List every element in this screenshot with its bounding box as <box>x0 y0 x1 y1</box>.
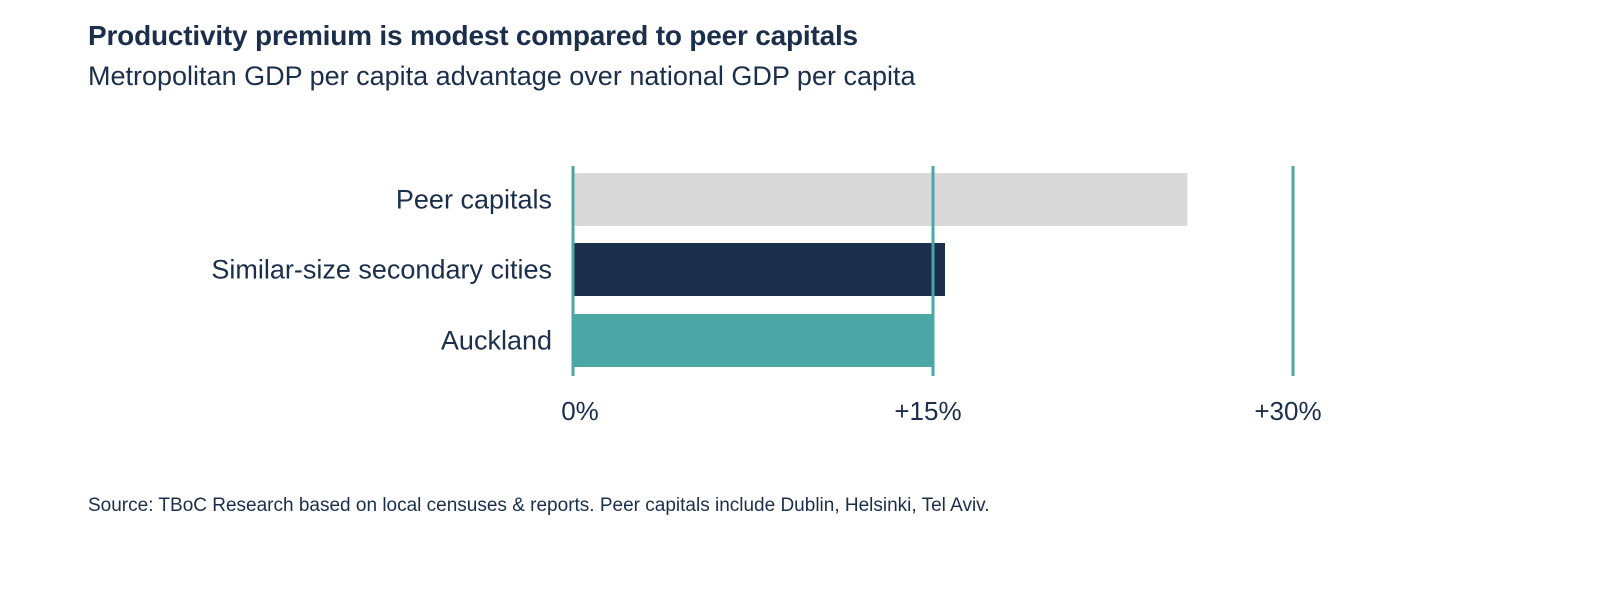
category-label: Similar-size secondary cities <box>211 255 552 285</box>
bar-auckland <box>573 314 933 367</box>
tick-label: +15% <box>894 396 961 426</box>
tick-labels: 0% +15% +30% <box>561 396 1321 426</box>
bar-peer-capitals <box>573 173 1188 226</box>
chart-subtitle: Metropolitan GDP per capita advantage ov… <box>88 61 916 91</box>
tick-label: 0% <box>561 396 599 426</box>
bars <box>571 166 1295 376</box>
category-labels: Peer capitals Similar-size secondary citi… <box>211 185 552 356</box>
tick-label: +30% <box>1254 396 1321 426</box>
bar-similar-size-secondary-cities <box>573 243 945 296</box>
category-label: Peer capitals <box>396 185 552 215</box>
category-label: Auckland <box>441 326 552 356</box>
source-note: Source: TBoC Research based on local cen… <box>88 495 990 516</box>
chart-title: Productivity premium is modest compared … <box>88 20 858 51</box>
